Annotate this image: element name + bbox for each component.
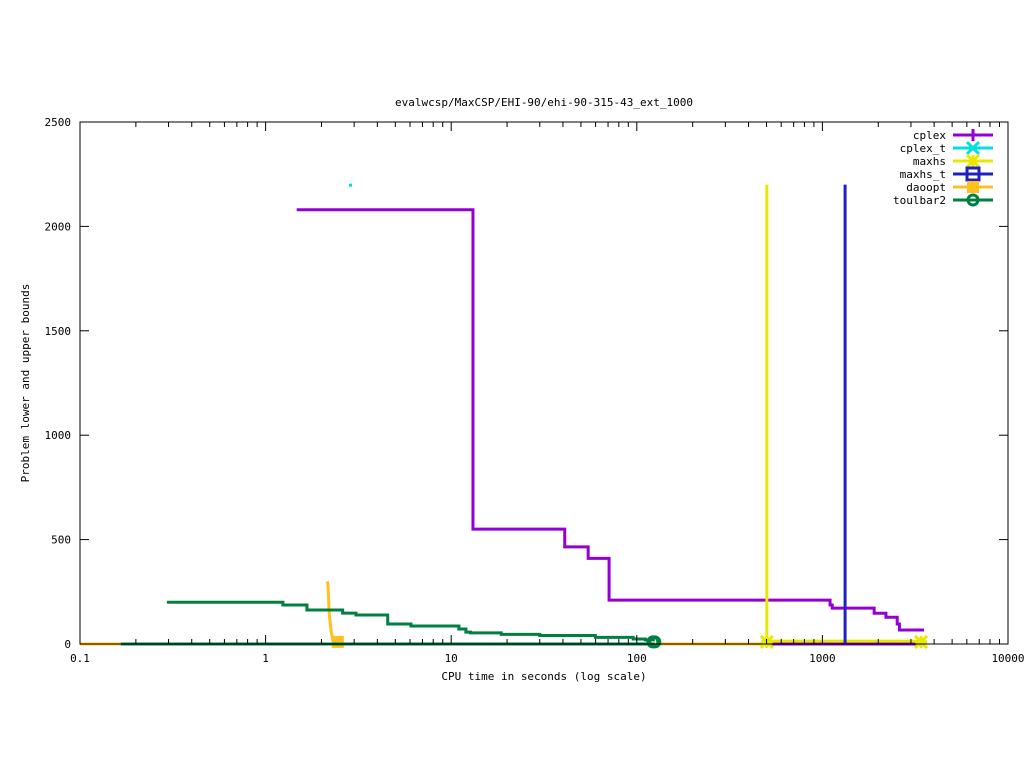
series-layer: [80, 183, 929, 649]
y-tick-label: 1000: [45, 429, 72, 442]
legend-label: daoopt: [906, 181, 946, 194]
x-tick-label: 1: [262, 652, 269, 665]
series-cplex_t: [349, 183, 353, 187]
x-tick-label: 100: [627, 652, 647, 665]
legend-label: toulbar2: [893, 194, 946, 207]
legend-marker: [967, 181, 979, 193]
x-tick-label: 1000: [809, 652, 836, 665]
y-tick-label: 2000: [45, 220, 72, 233]
data-point: [349, 183, 353, 187]
y-tick-label: 500: [51, 534, 71, 547]
legend-label: maxhs: [913, 155, 946, 168]
legend-label: cplex_t: [900, 142, 946, 155]
legend-item-toulbar2: toulbar2: [893, 193, 993, 207]
legend-item-maxhs: maxhs: [913, 153, 993, 169]
legend-marker: [965, 166, 981, 182]
legend-marker: [965, 140, 981, 156]
legend-marker: [965, 153, 981, 169]
x-tick-label: 10000: [991, 652, 1024, 665]
legend-marker: [966, 193, 980, 207]
series-daoopt: [80, 581, 767, 648]
x-tick-label: 0.1: [70, 652, 90, 665]
x-tick-label: 10: [445, 652, 458, 665]
legend-item-maxhs_t: maxhs_t: [900, 166, 993, 182]
data-marker: [331, 635, 344, 648]
y-axis-label: Problem lower and upper bounds: [19, 284, 32, 483]
plot-frame: [79, 121, 1009, 645]
legend-item-daoopt: daoopt: [906, 181, 993, 194]
series-toulbar2: [120, 600, 662, 649]
legend-marker: [967, 129, 979, 141]
y-tick-label: 2500: [45, 116, 72, 129]
chart-title: evalwcsp/MaxCSP/EHI-90/ehi-90-315-43_ext…: [395, 96, 693, 109]
series-cplex: [296, 208, 925, 646]
legend-label: cplex: [913, 129, 946, 142]
series-line: [296, 208, 925, 632]
data-marker: [648, 635, 662, 649]
legend-label: maxhs_t: [900, 168, 946, 181]
y-tick-label: 1500: [45, 325, 72, 338]
x-axis-label: CPU time in seconds (log scale): [441, 670, 646, 683]
legend-item-cplex: cplex: [913, 129, 993, 142]
legend-item-cplex_t: cplex_t: [900, 140, 993, 156]
axes-layer: 0.1 1 10 100 1000 10000 0 500 1000 1500 2000 2500: [45, 116, 1024, 665]
y-tick-label: 0: [64, 638, 71, 651]
data-marker: [913, 634, 929, 649]
series-line: [325, 581, 339, 644]
series-line: [166, 600, 655, 642]
